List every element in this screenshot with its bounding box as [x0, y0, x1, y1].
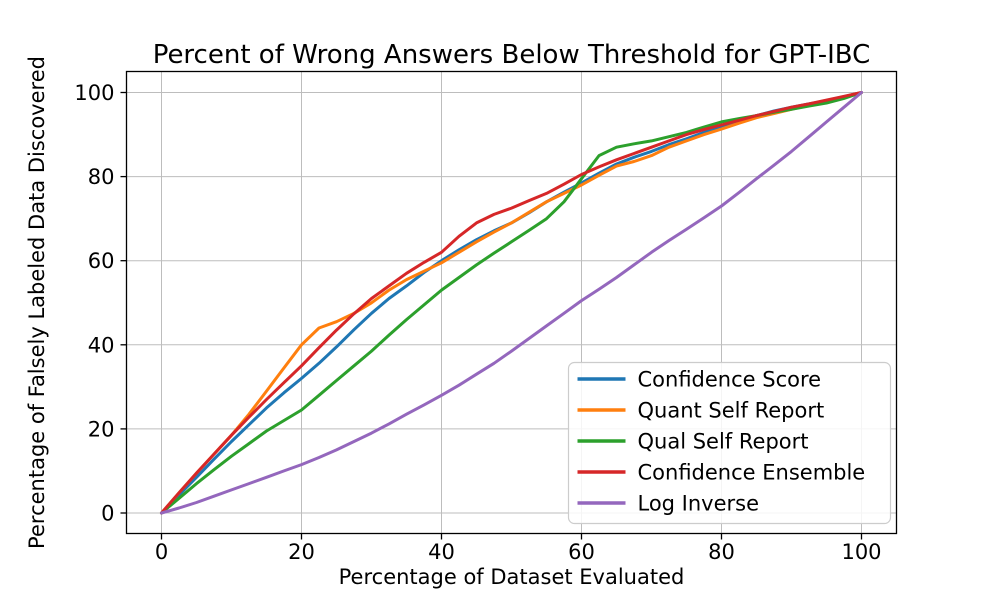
series-line-log-inverse	[160, 91, 863, 515]
legend: Confidence Score Quant Self Report Qual Se…	[567, 361, 892, 525]
y-tick-label-40: 40	[88, 333, 115, 357]
x-tick-label-0: 0	[155, 540, 168, 564]
y-tick-label-0: 0	[101, 502, 114, 526]
legend-label-log-inverse: Log Inverse	[638, 492, 760, 516]
x-axis-label: Percentage of Dataset Evaluated	[339, 565, 685, 589]
legend-label-quant-self-report: Quant Self Report	[638, 399, 825, 423]
y-tick-label-20: 20	[88, 417, 115, 441]
legend-label-qual-self-report: Qual Self Report	[638, 430, 809, 454]
x-tick-label-20: 20	[288, 540, 315, 564]
tick-layer: 0 20 40 60 80 100 0 20 40 60 80 100	[74, 81, 881, 564]
x-tick-label-80: 80	[708, 540, 735, 564]
x-tick-label-60: 60	[568, 540, 595, 564]
y-axis-label: Percentage of Falsely Labeled Data Disco…	[25, 56, 49, 549]
legend-box	[567, 361, 892, 525]
series-line-quant-self-report	[160, 91, 863, 515]
y-tick-label-80: 80	[88, 165, 115, 189]
axes-frame	[125, 70, 898, 535]
series-layer	[160, 91, 863, 515]
legend-label-confidence-ensemble: Confidence Ensemble	[638, 461, 866, 485]
x-tick-label-40: 40	[428, 540, 455, 564]
series-line-confidence-ensemble	[160, 91, 863, 515]
grid-layer	[126, 71, 897, 534]
y-tick-label-60: 60	[88, 249, 115, 273]
x-tick-label-100: 100	[841, 540, 881, 564]
y-tick-label-100: 100	[74, 81, 114, 105]
legend-label-confidence-score: Confidence Score	[638, 368, 822, 392]
chart-title: Percent of Wrong Answers Below Threshold…	[153, 40, 871, 70]
